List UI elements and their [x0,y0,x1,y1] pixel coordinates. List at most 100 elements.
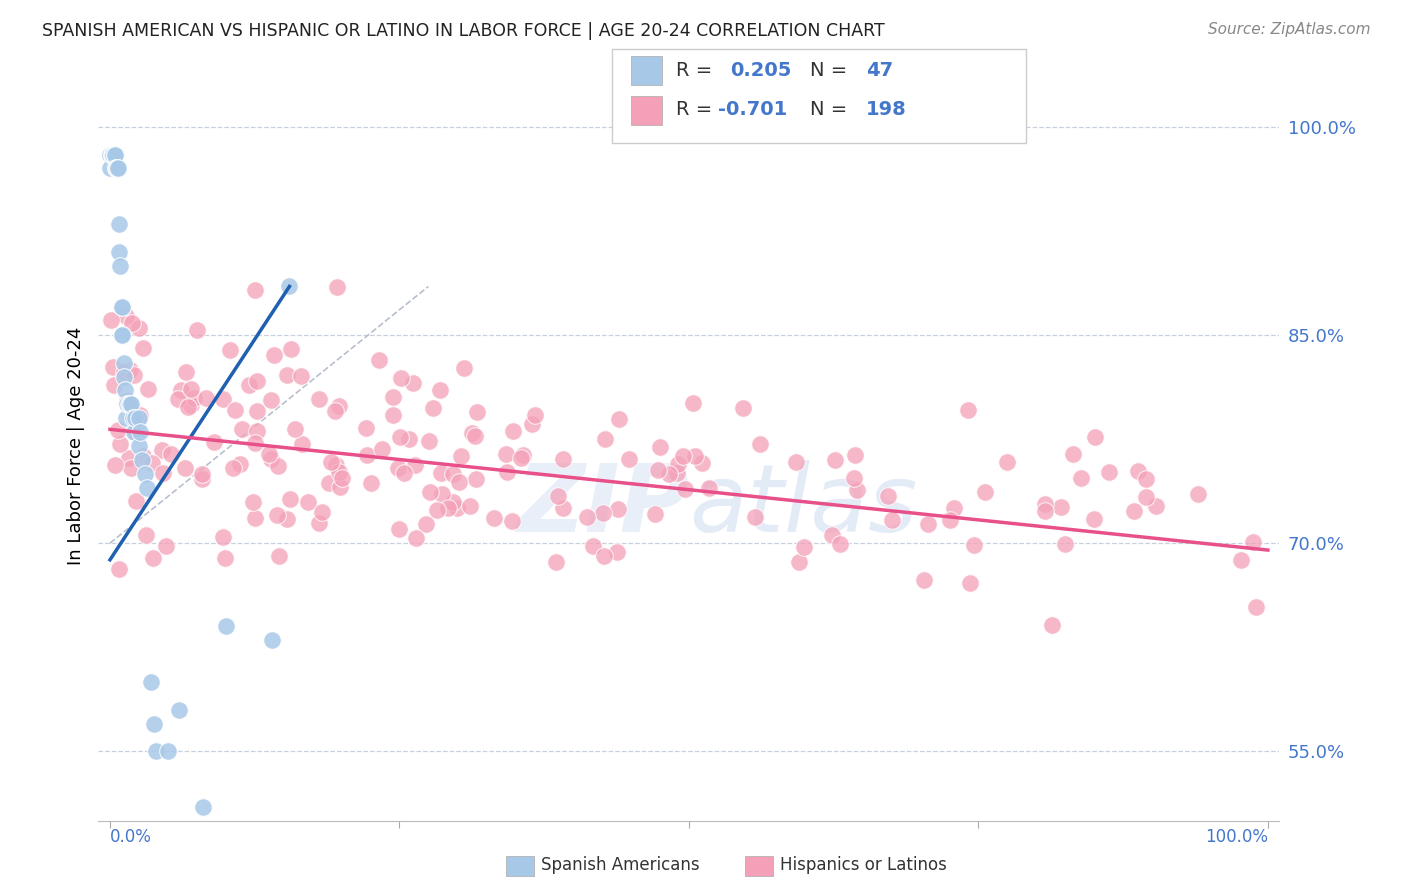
Point [266,508,288,522]
Point [278,491,301,506]
Point [332,471,354,485]
Point [1135,472,1157,486]
Point [1144,499,1167,513]
Text: 0.205: 0.205 [730,61,792,80]
Point [956,403,979,417]
Point [495,447,517,461]
Point [98,161,121,176]
Point [647,463,669,477]
Point [245,510,267,524]
Point [128,439,150,453]
Point [129,408,152,422]
Point [429,383,451,397]
Point [502,424,524,438]
Point [103,378,125,392]
Point [173,460,195,475]
Point [222,461,245,475]
Text: 100.0%: 100.0% [1205,828,1268,846]
Point [512,448,534,462]
Point [245,436,267,450]
Point [186,323,208,337]
Point [122,411,145,425]
Point [128,320,150,334]
Point [108,217,131,231]
Point [1083,511,1105,525]
Point [120,363,142,377]
Point [606,545,628,559]
Point [238,377,260,392]
Point [132,341,155,355]
Point [170,383,193,397]
Point [658,467,681,481]
Point [107,423,129,437]
Point [1126,464,1149,478]
Point [419,484,441,499]
Point [139,674,162,689]
Point [446,500,468,515]
Point [367,352,389,367]
Point [112,369,135,384]
Point [125,493,148,508]
Point [821,527,844,541]
Point [117,394,139,409]
Point [110,300,132,314]
Point [398,432,420,446]
Point [912,573,935,587]
Point [876,489,898,503]
Point [110,328,132,343]
Point [453,360,475,375]
Point [1033,503,1056,517]
Point [464,429,486,443]
Point [212,530,235,544]
Point [482,510,505,524]
Point [131,453,153,467]
Point [167,392,190,407]
Point [547,489,569,503]
Point [607,501,630,516]
Point [1050,500,1073,514]
Point [450,450,472,464]
Point [191,467,214,482]
Point [917,516,939,531]
Point [267,458,290,473]
Point [152,466,174,480]
Point [108,437,131,451]
Point [582,539,605,553]
Point [1246,599,1268,614]
Point [141,456,163,470]
Point [844,448,866,462]
Text: Spanish Americans: Spanish Americans [541,856,700,874]
Point [219,343,242,358]
Point [329,480,352,494]
Point [103,147,125,161]
Point [191,472,214,486]
Point [134,467,156,481]
Point [496,465,519,479]
Point [115,309,138,323]
Point [121,316,143,330]
Point [524,408,547,422]
Point [666,458,689,472]
Point [104,458,127,473]
Point [1187,487,1209,501]
Point [308,392,330,406]
Point [278,279,301,293]
Point [682,396,704,410]
Text: Source: ZipAtlas.com: Source: ZipAtlas.com [1208,22,1371,37]
Text: 198: 198 [866,100,907,120]
Point [138,382,160,396]
Point [120,397,142,411]
Point [104,161,127,176]
Point [974,485,997,500]
Point [731,401,754,415]
Point [441,467,464,482]
Point [117,397,139,411]
Point [260,451,283,466]
Point [426,502,449,516]
Point [101,360,124,375]
Point [644,507,666,521]
Point [405,531,427,545]
Point [697,481,720,495]
Point [260,392,283,407]
Point [122,368,145,383]
